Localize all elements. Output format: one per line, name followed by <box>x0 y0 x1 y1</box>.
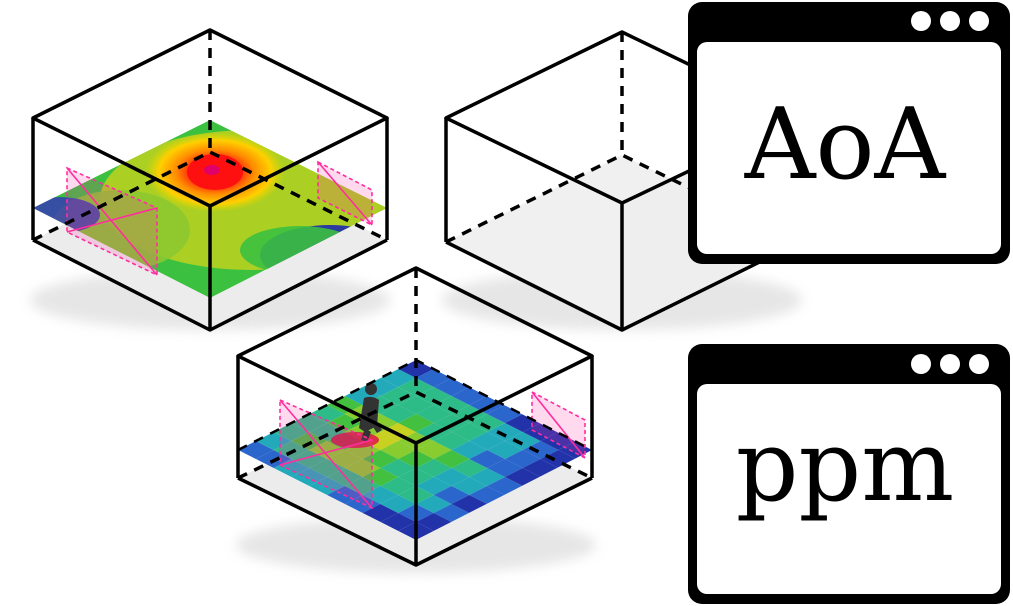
heatmap-tile <box>451 441 488 459</box>
heatmap-tile <box>416 369 452 387</box>
box-edges <box>236 266 594 567</box>
window-buttons-icon <box>911 11 989 31</box>
box-edges <box>31 28 389 332</box>
heatmap-tile <box>273 423 310 441</box>
window-content <box>697 42 1001 254</box>
heatmap-tile <box>416 441 452 459</box>
heatmap-tile <box>505 450 541 468</box>
heatmap-tile <box>416 405 452 423</box>
heatmap-tile <box>487 477 523 495</box>
heatmap-tile <box>416 513 452 531</box>
heatmap-tile <box>416 477 452 495</box>
heatmap-tile <box>416 495 452 513</box>
heatmap-tile <box>451 459 488 477</box>
projection-marker-right <box>531 390 586 460</box>
window-buttons-icon <box>911 354 989 374</box>
projection-marker-right <box>317 160 373 227</box>
heatmap-tile <box>487 441 523 459</box>
heatmap-tile <box>327 414 363 432</box>
room-box-heatmap-grid <box>236 266 596 573</box>
heatmap-tile <box>416 459 452 477</box>
heatmap-tile <box>451 495 488 513</box>
heatmap-tile <box>238 441 274 459</box>
heatmap-tile <box>273 441 310 459</box>
heatmap-tile <box>487 459 523 477</box>
heatmap-tile <box>416 387 452 405</box>
window-label: ppm <box>736 410 954 524</box>
heatmap-tile <box>451 423 488 441</box>
heatmap-tile <box>451 477 488 495</box>
heatmap-tile <box>416 423 452 441</box>
room-box-heatmap-smooth <box>30 28 390 332</box>
heatmap-tile <box>487 423 523 441</box>
heatmap-tile <box>327 450 363 468</box>
window-aoa: AoA <box>688 2 1010 264</box>
window-label: AoA <box>744 88 947 202</box>
heatmap-tile <box>451 405 488 423</box>
heatmap-tile <box>487 405 523 423</box>
heatmap-tile <box>505 432 541 450</box>
heatmap-tile <box>451 387 488 405</box>
window-content <box>697 384 1001 594</box>
window-ppm: ppm <box>688 344 1010 604</box>
projection-marker-left <box>66 166 158 277</box>
